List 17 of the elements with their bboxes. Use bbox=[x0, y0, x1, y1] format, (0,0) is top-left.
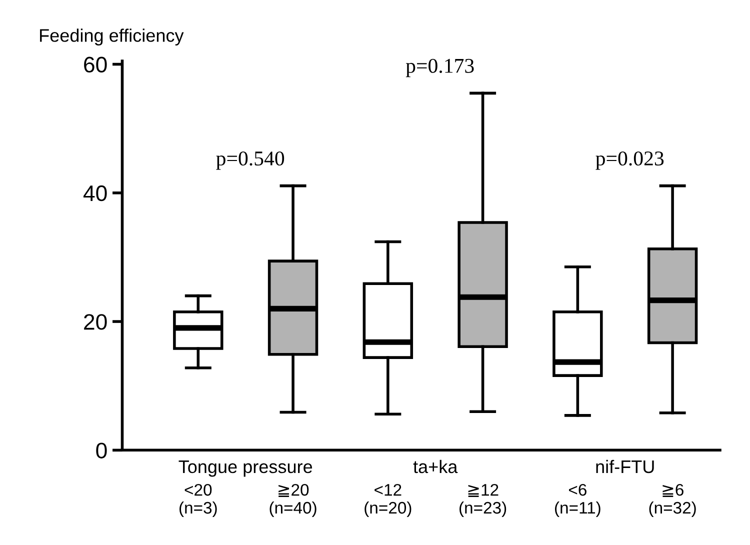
y-tick-label: 20 bbox=[84, 314, 107, 330]
text: ta+ka bbox=[413, 460, 458, 474]
y-tick-label: 60 bbox=[84, 56, 107, 73]
x-tick-label: <6 (n=11) bbox=[555, 484, 600, 517]
y-tick-label: 0 bbox=[96, 442, 107, 458]
x-tick-label: ≧12 (n=23) bbox=[460, 484, 506, 517]
y-tick-label: 40 bbox=[83, 185, 107, 202]
annotation: p=0.173 bbox=[406, 58, 474, 78]
text: Tongue pressure bbox=[178, 460, 312, 477]
annotation: p=0.540 bbox=[216, 151, 284, 170]
x-tick-label: <20 (n=3) bbox=[180, 484, 217, 517]
x-tick-label: ≧6 (n=32) bbox=[649, 484, 696, 517]
x-tick-label: ≧20 (n=40) bbox=[270, 484, 316, 517]
x-tick-label: <12 (n=20) bbox=[364, 484, 412, 517]
text: nif-FTU bbox=[596, 460, 654, 474]
y-axis-title: Feeding efficiency bbox=[40, 28, 184, 46]
annotation: p=0.023 bbox=[596, 151, 664, 170]
